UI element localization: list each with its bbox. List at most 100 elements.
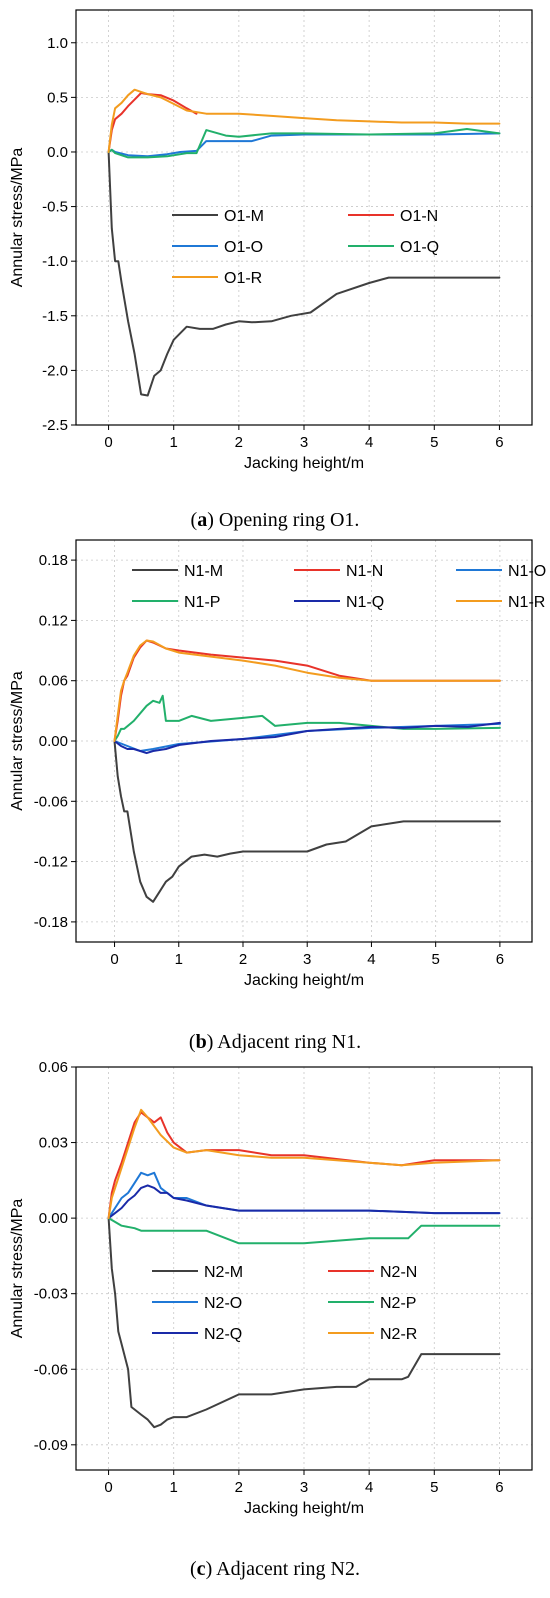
caption-paren-open: ( [189,1031,196,1053]
x-tick-label: 1 [170,1479,178,1496]
y-tick-label: 0.06 [39,1059,68,1076]
caption-letter: b [196,1031,207,1053]
caption-letter: a [197,509,207,531]
series-line-n1-m [113,740,501,903]
y-tick-label: 0.5 [47,89,68,106]
panel-a: 0 1 2 3 4 5 6 -2.5 -2.0 -1.5 -1.0 -0.5 0.0 0.5 1.0 Jack… [9,9,533,531]
legend-label: N2-O [204,1295,242,1312]
x-tick-label: 1 [175,951,183,968]
x-tick-label: 3 [300,1479,308,1496]
series-line-o1-q [107,128,501,159]
y-tick-label: 0.00 [39,733,68,750]
x-tick-label: 6 [495,434,503,451]
legend-label: N2-M [204,1264,243,1281]
plot-frame [75,9,533,426]
x-tick-label: 0 [110,951,118,968]
x-tick-label: 4 [367,951,375,968]
series-line-n1-p [113,694,501,742]
x-axis-title: Jacking height/m [244,972,364,989]
y-tick-label: 0.12 [39,612,68,629]
legend-label: N2-Q [204,1326,242,1343]
x-tick-label: 2 [235,1479,243,1496]
series-line-n2-m [107,1217,501,1429]
series-line-o1-r [107,88,501,153]
y-tick-label: -1.0 [42,253,68,270]
series-line-n2-r [107,1108,501,1220]
series-group [107,88,501,397]
series-line-o1-n [107,92,198,153]
y-tick-label: -2.5 [42,417,68,434]
legend-label: N2-P [380,1295,416,1312]
series-line-n1-r [113,639,501,742]
series-line-o1-m [107,151,501,397]
legend-label: N1-P [184,594,220,611]
x-tick-label: 5 [430,1479,438,1496]
x-tick-label: 2 [235,434,243,451]
series-group [113,639,501,903]
y-tick-label: 0.06 [39,673,68,690]
caption-text: Opening ring O1. [219,509,360,531]
x-tick-label: 3 [300,434,308,451]
x-tick-label: 5 [431,951,439,968]
caption-paren-open: ( [191,509,198,531]
y-tick-label: -2.0 [42,362,68,379]
legend-label: O1-M [224,208,264,225]
y-tick-label: 1.0 [47,35,68,52]
panel-caption: (c) Adjacent ring N2. [190,1558,360,1580]
panel-b: 0 1 2 3 4 5 6 -0.18 -0.12 -0.06 0.00 0.06 0.12 0.18 Ja… [9,539,546,1053]
panel-caption: (b) Adjacent ring N1. [189,1031,361,1053]
legend-label: O1-Q [400,239,439,256]
y-tick-label: -0.06 [34,793,68,810]
y-tick-label: -0.06 [34,1361,68,1378]
x-axis-title: Jacking height/m [244,455,364,472]
caption-paren-close: ) [207,509,219,531]
legend-label: N2-N [380,1264,417,1281]
caption-paren-close: ) [207,1031,218,1053]
x-axis-title: Jacking height/m [244,1500,364,1517]
x-tick-label: 5 [430,434,438,451]
panel-caption: (a) Opening ring O1. [191,509,360,531]
caption-paren-open: ( [190,1558,197,1580]
y-axis-title: Annular stress/MPa [9,671,26,811]
x-tick-label: 0 [104,1479,112,1496]
y-tick-label: -0.03 [34,1286,68,1303]
legend-label: O1-O [224,239,263,256]
y-tick-label: -0.18 [34,914,68,931]
legend-label: N2-R [380,1326,417,1343]
x-tick-label: 2 [239,951,247,968]
y-tick-label: -0.12 [34,854,68,871]
series-line-n2-p [107,1217,501,1245]
legend-label: N1-O [508,563,546,580]
panel-c: 0 1 2 3 4 5 6 -0.09 -0.06 -0.03 0.00 0.03 0.06 Jackin… [9,1059,533,1580]
legend-label: O1-R [224,270,262,287]
series-line-n1-q [113,721,501,755]
x-tick-label: 3 [303,951,311,968]
y-tick-label: -0.5 [42,199,68,216]
series-group [107,1108,501,1429]
y-axis-title: Annular stress/MPa [9,148,26,288]
x-tick-label: 1 [170,434,178,451]
y-tick-label: -1.5 [42,308,68,325]
legend-label: N1-Q [346,594,384,611]
y-tick-label: 0.03 [39,1135,68,1152]
x-tick-label: 6 [496,951,504,968]
y-axis-title: Annular stress/MPa [9,1199,26,1339]
y-tick-label: 0.0 [47,144,68,161]
x-tick-label: 4 [365,1479,373,1496]
x-tick-label: 0 [104,434,112,451]
y-tick-label: 0.00 [39,1210,68,1227]
legend-label: N1-M [184,563,223,580]
legend-label: O1-N [400,208,438,225]
caption-paren-close: ) [206,1558,217,1580]
x-tick-label: 6 [495,1479,503,1496]
caption-text: Adjacent ring N1. [217,1031,361,1053]
caption-letter: c [197,1558,206,1580]
y-tick-label: 0.18 [39,552,68,569]
series-line-n2-q [107,1184,501,1220]
caption-text: Adjacent ring N2. [216,1558,360,1580]
legend-label: N1-R [508,594,545,611]
x-tick-label: 4 [365,434,373,451]
y-tick-label: -0.09 [34,1437,68,1454]
legend-label: N1-N [346,563,383,580]
